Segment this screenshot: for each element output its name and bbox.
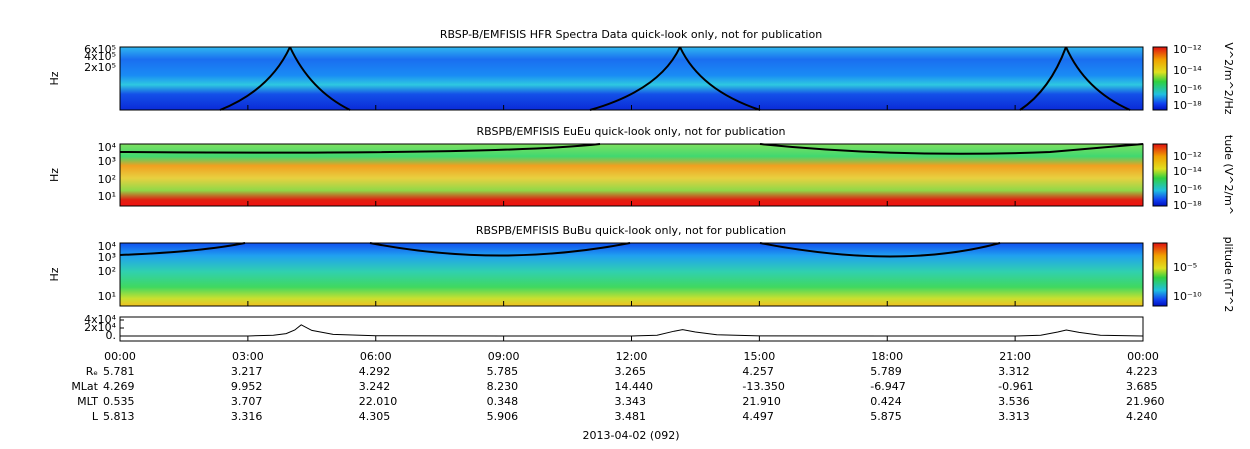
ephemeris-value: 8.230 [487, 380, 519, 393]
x-tick-label: 06:00 [360, 350, 392, 363]
ephemeris-label: MLT [77, 395, 98, 408]
y-tick-label: 10² [98, 265, 116, 278]
x-tick-label: 21:00 [999, 350, 1031, 363]
ephemeris-value: 3.242 [359, 380, 391, 393]
y-tick-label: 2x10⁴ [84, 321, 117, 334]
y-axis-label: Hz [48, 168, 61, 182]
y-tick-label: 10¹ [98, 290, 116, 303]
ephemeris-value: 5.875 [870, 410, 902, 423]
ephemeris-value: 3.265 [615, 365, 647, 378]
ephemeris-value: 21.960 [1126, 395, 1165, 408]
spectrogram [120, 47, 1143, 110]
colorbar-tick-label: 10⁻⁵ [1173, 261, 1197, 274]
colorbar [1152, 46, 1168, 111]
ephemeris-value: 5.781 [103, 365, 135, 378]
ephemeris-value: 4.292 [359, 365, 391, 378]
x-tick-label: 12:00 [616, 350, 648, 363]
colorbar-tick-label: 10⁻¹² [1173, 150, 1202, 163]
ephemeris-value: 3.707 [231, 395, 263, 408]
ephemeris-value: -6.947 [870, 380, 905, 393]
ephemeris-value: 3.481 [615, 410, 647, 423]
colorbar-label: V^2/m^2/Hz [1222, 42, 1235, 114]
ephemeris-value: 3.316 [231, 410, 263, 423]
ephemeris-value: -0.961 [998, 380, 1033, 393]
ephemeris-value: 3.313 [998, 410, 1030, 423]
y-tick-label: 10¹ [98, 190, 116, 203]
ephemeris-value: 14.440 [615, 380, 654, 393]
ephemeris-label: L [92, 410, 99, 423]
colorbar-tick-label: 10⁻¹² [1173, 43, 1202, 56]
y-tick-label: 4x10⁵ [84, 50, 116, 63]
y-tick-label: 10⁴ [98, 141, 117, 154]
ephemeris-value: 4.223 [1126, 365, 1158, 378]
x-tick-label: 03:00 [232, 350, 264, 363]
y-tick-label: 2x10⁵ [84, 61, 116, 74]
ephemeris-value: 4.497 [742, 410, 774, 423]
x-tick-label: 00:00 [104, 350, 136, 363]
ephemeris-value: 22.010 [359, 395, 398, 408]
colorbar-tick-label: 10⁻¹⁴ [1173, 165, 1202, 178]
spectrogram [120, 243, 1143, 306]
y-tick-label: 10³ [98, 155, 116, 168]
ephemeris-value: 3.343 [615, 395, 647, 408]
ephemeris-value: 3.217 [231, 365, 263, 378]
panel-title: RBSP-B/EMFISIS HFR Spectra Data quick-lo… [440, 28, 822, 41]
ephemeris-value: 5.789 [870, 365, 902, 378]
colorbar-tick-label: 10⁻¹⁸ [1173, 199, 1202, 212]
x-tick-label: 00:00 [1127, 350, 1159, 363]
y-tick-label: 4x10⁴ [84, 313, 117, 326]
y-axis-label: Hz [48, 71, 61, 85]
x-tick-label: 09:00 [488, 350, 520, 363]
cyclotron-curves [119, 46, 1144, 258]
ephemeris-value: 0.424 [870, 395, 902, 408]
colorbar-label: plitude (nT^2 [1222, 237, 1235, 313]
colorbar-label: tude (V^2/m^ [1222, 135, 1235, 215]
ephemeris-value: 3.685 [1126, 380, 1158, 393]
ephemeris-value: 9.952 [231, 380, 263, 393]
ephemeris-value: 4.240 [1126, 410, 1158, 423]
ephemeris-value: 21.910 [742, 395, 781, 408]
panel-title: RBSPB/EMFISIS EuEu quick-look only, not … [476, 125, 785, 138]
colorbar [1152, 242, 1168, 307]
ephemeris-label: MLat [71, 380, 98, 393]
ephemeris-value: 3.312 [998, 365, 1030, 378]
date-label: 2013-04-02 (092) [582, 429, 679, 442]
y-tick-label: 6x10⁵ [84, 43, 116, 56]
ephemeris-value: 5.785 [487, 365, 519, 378]
ephemeris-value: 5.813 [103, 410, 135, 423]
panel-title: RBSPB/EMFISIS BuBu quick-look only, not … [476, 224, 786, 237]
colorbar-tick-label: 10⁻¹⁸ [1173, 99, 1202, 112]
ephemeris-label: Rₑ [86, 365, 98, 378]
colorbar [1152, 143, 1168, 207]
ephemeris-value: 4.257 [742, 365, 774, 378]
ephemeris-value: -13.350 [742, 380, 784, 393]
colorbar-tick-label: 10⁻¹⁶ [1173, 183, 1202, 196]
colorbar-tick-label: 10⁻¹⁶ [1173, 83, 1202, 96]
colorbar-tick-label: 10⁻¹⁴ [1173, 64, 1202, 77]
y-tick-label: 0. [106, 329, 117, 342]
x-tick-label: 18:00 [871, 350, 903, 363]
colorbar-tick-label: 10⁻¹⁰ [1173, 290, 1202, 303]
y-tick-label: 10⁴ [98, 240, 117, 253]
ephemeris-value: 5.906 [487, 410, 519, 423]
ephemeris-value: 3.536 [998, 395, 1030, 408]
y-tick-label: 10² [98, 173, 116, 186]
ephemeris-value: 0.535 [103, 395, 135, 408]
ephemeris-value: 4.305 [359, 410, 391, 423]
y-axis-label: Hz [48, 267, 61, 281]
ephemeris-value: 4.269 [103, 380, 135, 393]
ephemeris-value: 0.348 [487, 395, 519, 408]
x-tick-label: 15:00 [744, 350, 776, 363]
density-line [120, 324, 1144, 337]
y-tick-label: 10³ [98, 251, 116, 264]
